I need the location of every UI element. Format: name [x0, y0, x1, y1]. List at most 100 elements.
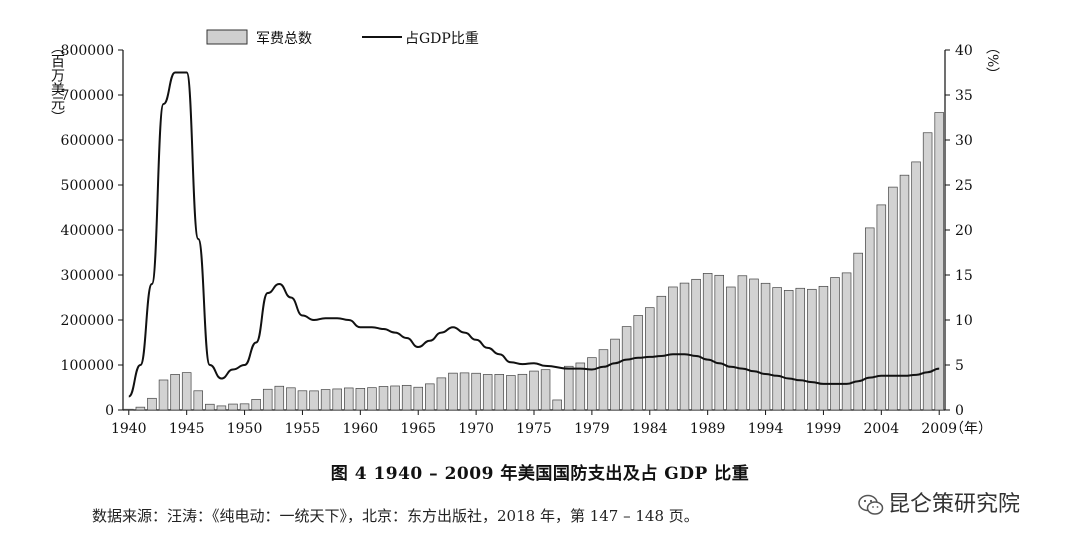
bar — [760, 282, 771, 411]
bar — [378, 386, 389, 411]
y-left-tick-label: 300000 — [61, 268, 114, 284]
watermark: 昆仑策研究院 — [858, 486, 1020, 518]
bar — [459, 372, 470, 411]
bar — [621, 326, 632, 411]
y-right-tick-label: 15 — [955, 268, 973, 284]
x-tick-label: 2009 — [921, 421, 957, 437]
bar — [355, 388, 366, 411]
y-right-tick-label: 25 — [955, 178, 973, 194]
bar — [714, 274, 724, 411]
y-left-ticks: 0 100000 200000 300000 400000 500000 600000 700… — [61, 43, 123, 419]
y-right-tick-label: 5 — [955, 358, 964, 374]
x-unit: （年） — [950, 421, 992, 437]
bar — [853, 252, 863, 411]
bar — [864, 227, 875, 411]
bar — [876, 204, 887, 411]
x-tick-label: 1999 — [806, 421, 842, 437]
line-series — [128, 71, 940, 398]
bar — [216, 405, 227, 411]
legend: 军费总数 占GDP比重 — [206, 29, 479, 47]
y-left-tick-label: 500000 — [61, 178, 114, 194]
bar — [598, 349, 609, 411]
bar — [749, 278, 759, 411]
bar — [471, 372, 481, 411]
bar — [251, 399, 261, 411]
bar — [367, 387, 377, 411]
bar — [344, 387, 354, 411]
bar — [181, 372, 192, 411]
y-left-tick-label: 700000 — [61, 88, 114, 104]
bar — [587, 357, 597, 411]
bar — [645, 307, 655, 411]
bar — [448, 372, 458, 411]
bar — [297, 390, 308, 411]
y-left-tick-label: 100000 — [61, 358, 114, 374]
bar — [436, 377, 447, 411]
bar — [274, 385, 285, 411]
bar — [413, 386, 423, 411]
bar — [286, 387, 296, 411]
bar — [633, 315, 643, 411]
bar — [656, 295, 667, 411]
gdp-share-line — [128, 71, 940, 398]
x-tick-label: 1940 — [111, 421, 147, 437]
x-tick-label: 1965 — [400, 421, 436, 437]
bar — [147, 397, 157, 411]
x-tick-label: 1979 — [574, 421, 610, 437]
y-right-tick-label: 20 — [955, 223, 973, 239]
bar — [737, 275, 748, 411]
bar — [332, 388, 342, 411]
bar — [401, 384, 412, 411]
y-left-tick-label: 0 — [105, 403, 114, 419]
bar — [691, 278, 701, 411]
bar — [934, 112, 944, 411]
bar — [563, 365, 574, 411]
y-left-tick-label: 400000 — [61, 223, 114, 239]
y-left-tick-label: 600000 — [61, 133, 114, 149]
y-right-tick-label: 40 — [955, 43, 973, 59]
y-right-tick-label: 35 — [955, 88, 973, 104]
bar — [888, 186, 898, 411]
bar — [807, 288, 817, 411]
x-tick-label: 1984 — [632, 421, 668, 437]
bar — [702, 273, 713, 411]
chart: 军费总数 占GDP比重 0100000200000300000400000500… — [49, 29, 1000, 437]
bar — [262, 388, 273, 411]
bar-series — [124, 112, 944, 411]
y-left-tick-label: 200000 — [61, 313, 114, 329]
watermark-text: 昆仑策研究院 — [888, 492, 1021, 517]
bar — [482, 374, 493, 411]
bar — [922, 132, 933, 411]
bar — [170, 374, 180, 411]
y-left-unit: （百万美元） — [49, 40, 65, 124]
bar — [830, 277, 840, 411]
bar — [679, 282, 690, 411]
x-tick-label: 2004 — [864, 421, 900, 437]
bar — [193, 390, 204, 411]
bar — [841, 272, 852, 411]
x-tick-label: 1975 — [516, 421, 552, 437]
bar — [124, 408, 134, 411]
wechat-icon — [858, 494, 884, 515]
y-left-tick-label: 800000 — [61, 43, 114, 59]
bar — [205, 403, 215, 411]
source-note: 数据来源：汪涛：《纯电动：一统天下》，北京：东方出版社，2018 年，第 147… — [92, 507, 699, 525]
bar — [540, 369, 551, 411]
bar — [228, 403, 238, 411]
x-tick-label: 1950 — [227, 421, 263, 437]
x-tick-label: 1955 — [285, 421, 321, 437]
bar — [425, 383, 435, 411]
bar — [795, 287, 806, 411]
y-right-ticks: 0 5 10 15 20 25 30 35 40 — [945, 43, 973, 419]
bar — [309, 390, 319, 411]
bar — [783, 290, 794, 411]
y-right-tick-label: 0 — [955, 403, 964, 419]
bar — [911, 161, 921, 411]
bar — [899, 174, 910, 411]
bar — [390, 385, 400, 411]
x-tick-label: 1960 — [343, 421, 379, 437]
legend-bar-swatch — [206, 29, 248, 45]
y-right-tick-label: 10 — [955, 313, 973, 329]
legend-bar-label: 军费总数 — [256, 31, 312, 47]
bar — [494, 374, 505, 411]
